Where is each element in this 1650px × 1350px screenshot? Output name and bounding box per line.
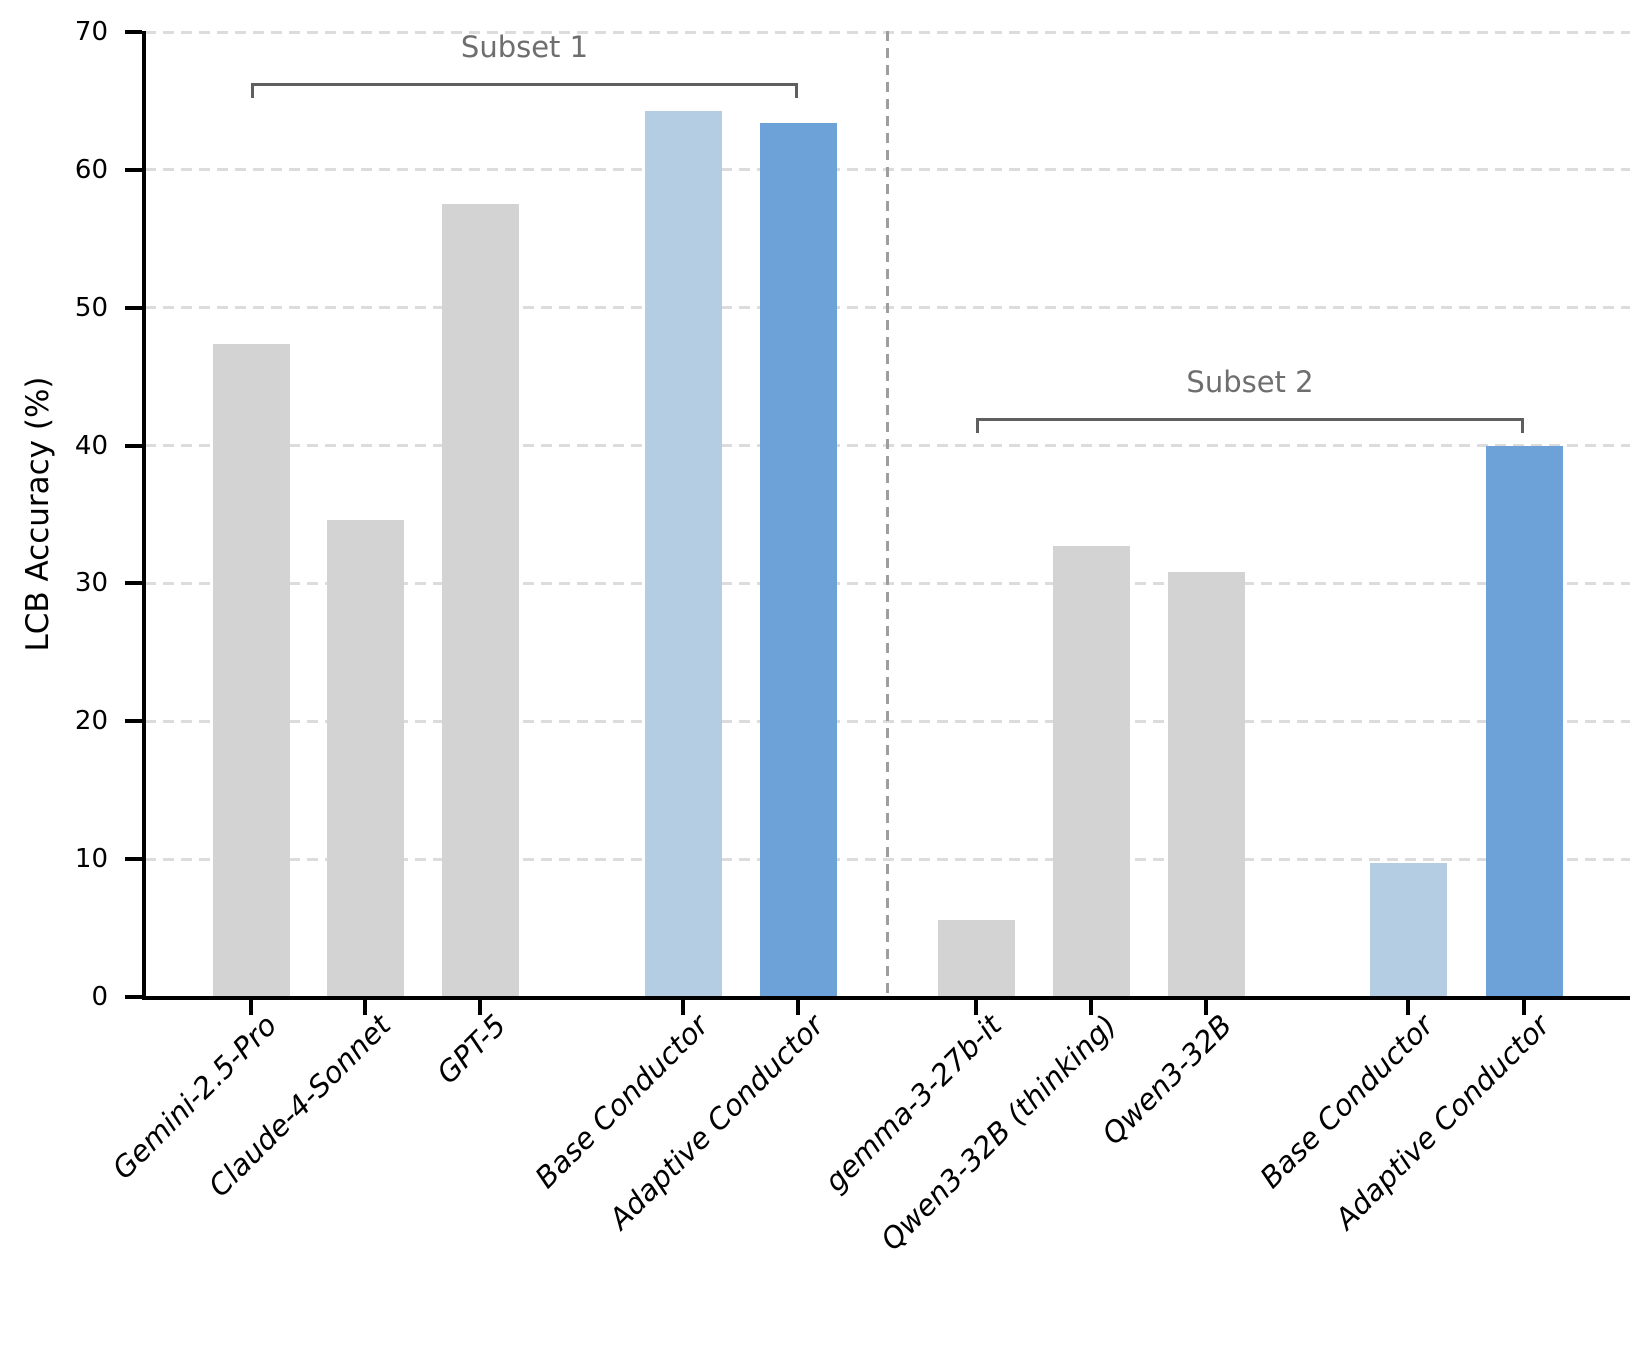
y-tick-10 [125, 857, 142, 862]
bar-qwen3-32b-subset2 [1167, 572, 1245, 997]
bar-gemini-2-5-pro-subset1 [212, 343, 290, 997]
y-tick-60 [125, 167, 142, 172]
x-axis-line [142, 995, 1630, 1000]
y-tick-0 [125, 995, 142, 999]
xlabel-adaptive-conductor-subset1: Adaptive Conductor [602, 1008, 831, 1236]
bar-qwen3-32b-thinking-subset2 [1052, 546, 1130, 997]
bar-adaptive-conductor-subset1 [759, 123, 837, 997]
subset-title-1: Subset 1 [460, 30, 589, 64]
x-tick-qwen3-32b-thinking-subset2 [1089, 999, 1093, 1015]
y-tick-70 [125, 30, 142, 35]
y-tick-20 [125, 719, 142, 724]
y-tick-50 [125, 305, 142, 310]
x-tick-adaptive-conductor-subset2 [1522, 999, 1526, 1015]
y-axis-spine [142, 31, 146, 999]
y-tick-label-10: 10 [74, 844, 108, 875]
y-tick-label-0: 0 [91, 982, 108, 1012]
bar-adaptive-conductor-subset2 [1485, 445, 1563, 997]
subset-separator-line [886, 31, 889, 997]
x-tick-gemini-2-5-pro-subset1 [249, 999, 253, 1015]
x-tick-gpt-5-subset1 [478, 999, 482, 1015]
y-axis-label: LCB Accuracy (%) [20, 376, 56, 652]
y-tick-label-20: 20 [74, 706, 108, 737]
x-tick-base-conductor-subset1 [681, 999, 685, 1015]
y-tick-40 [125, 443, 142, 448]
y-tick-label-30: 30 [74, 568, 108, 599]
x-tick-qwen3-32b-subset2 [1204, 999, 1208, 1015]
x-tick-base-conductor-subset2 [1406, 999, 1410, 1015]
x-tick-gemma-3-27b-it-subset2 [974, 999, 978, 1015]
xlabel-adaptive-conductor-subset2: Adaptive Conductor [1328, 1008, 1557, 1236]
y-tick-label-70: 70 [74, 17, 108, 48]
bar-base-conductor-subset2 [1369, 863, 1447, 997]
y-tick-label-60: 60 [74, 154, 108, 185]
bar-claude-4-sonnet-subset1 [326, 520, 404, 997]
subset-bracket-2 [976, 418, 1524, 433]
y-tick-label-50: 50 [74, 292, 108, 323]
y-tick-label-40: 40 [74, 430, 108, 461]
subset-bracket-1 [251, 83, 798, 98]
subset-title-2: Subset 2 [1186, 365, 1314, 399]
xlabel-qwen3-32b-thinking-subset2: Qwen3-32B (thinking) [874, 1008, 1124, 1258]
y-tick-30 [125, 581, 142, 586]
xlabel-gpt-5-subset1: GPT-5 [429, 1008, 513, 1091]
bar-gemma-3-27b-it-subset2 [937, 919, 1015, 997]
x-tick-adaptive-conductor-subset1 [796, 999, 800, 1015]
x-tick-claude-4-sonnet-subset1 [363, 999, 367, 1015]
bar-base-conductor-subset1 [644, 110, 722, 997]
bar-gpt-5-subset1 [441, 204, 519, 997]
